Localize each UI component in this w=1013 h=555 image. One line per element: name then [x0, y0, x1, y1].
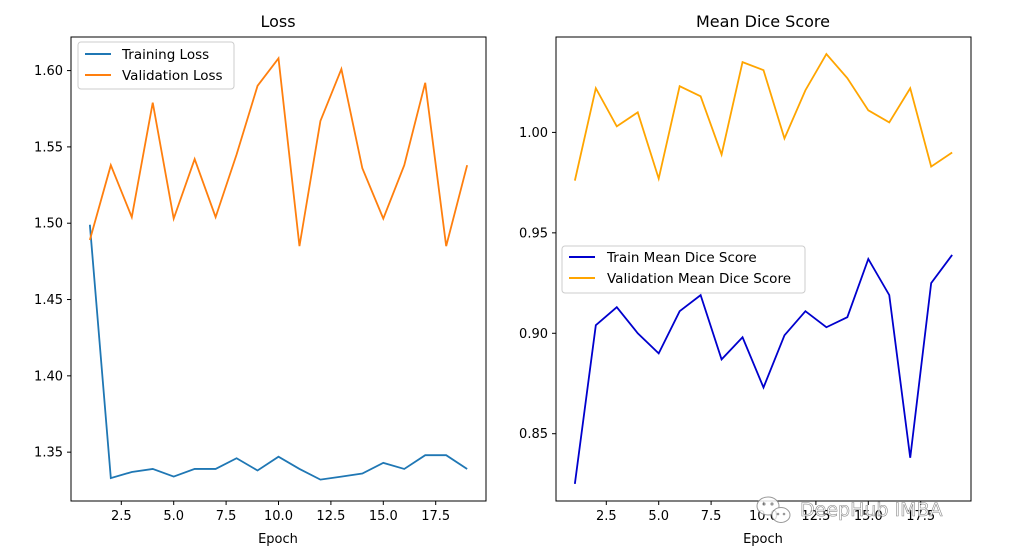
dice-x-tick-label: 17.5	[906, 509, 935, 524]
dice-chart-title: Mean Dice Score	[696, 12, 830, 31]
legend-label-validation-loss: Validation Loss	[122, 68, 223, 84]
loss-legend-box	[77, 41, 235, 90]
loss-y-tick-label: 1.50	[34, 217, 63, 232]
loss-y-tick-label: 1.35	[34, 446, 63, 461]
loss-x-tick-label: 15.0	[369, 509, 398, 524]
dice-chart: Mean Dice Score 2.5 5.0 7.5 10.0 12.5 15.0 17.…	[519, 12, 972, 547]
dice-x-tick-label: 7.5	[701, 509, 722, 524]
dice-x-tick-label: 12.5	[801, 509, 830, 524]
dice-x-tick-label: 15.0	[854, 509, 883, 524]
wechat-icon	[756, 496, 791, 523]
loss-y-tick-label: 1.55	[34, 140, 63, 155]
loss-legend: Training Loss Validation Loss	[77, 41, 235, 90]
dice-x-tick-label: 2.5	[596, 509, 617, 524]
dice-series-line-1	[573, 52, 953, 183]
dice-y-tick-label: 0.90	[519, 327, 548, 342]
loss-y-tick-label: 1.45	[34, 293, 63, 308]
loss-y-tick-label: 1.40	[34, 369, 63, 384]
loss-chart-title: Loss	[260, 12, 295, 31]
dice-y-ticks: 0.85 0.90 0.95 1.00	[519, 126, 556, 442]
loss-x-tick-label: 17.5	[421, 509, 450, 524]
dice-x-tick-label: 5.0	[648, 509, 669, 524]
dice-y-tick-label: 0.85	[519, 427, 548, 442]
loss-axes-frame	[70, 36, 487, 502]
loss-y-tick-label: 1.60	[34, 64, 63, 79]
dice-y-tick-label: 0.95	[519, 226, 548, 241]
loss-x-tick-label: 2.5	[111, 509, 132, 524]
loss-x-tick-label: 12.5	[316, 509, 345, 524]
dice-series-layer	[573, 52, 953, 485]
loss-x-tick-label: 10.0	[264, 509, 293, 524]
loss-x-axis-label: Epoch	[258, 532, 298, 547]
dice-legend-box	[561, 245, 806, 294]
loss-x-tick-label: 7.5	[216, 509, 237, 524]
dice-x-axis-label: Epoch	[743, 532, 783, 547]
loss-series-layer	[88, 56, 469, 481]
dice-legend: Train Mean Dice Score Validation Mean Di…	[561, 245, 806, 294]
dice-y-tick-label: 1.00	[519, 126, 548, 141]
watermark-text: DeepHub IMBA	[800, 499, 943, 521]
legend-label-training-loss: Training Loss	[121, 47, 209, 63]
loss-series-line-0	[88, 224, 468, 481]
loss-chart: Loss 2.5 5.0 7.5 10.0 12.5 15.0 17.5 1.351.401…	[34, 12, 487, 547]
legend-label-train-dice: Train Mean Dice Score	[606, 250, 757, 266]
loss-y-ticks: 1.35 1.40 1.45 1.50 1.55 1.60	[34, 64, 71, 461]
loss-x-ticks: 2.5 5.0 7.5 10.0 12.5 15.0 17.5	[111, 501, 450, 524]
watermark: DeepHub IMBA	[756, 496, 943, 523]
legend-label-validation-dice: Validation Mean Dice Score	[607, 271, 791, 287]
loss-x-tick-label: 5.0	[163, 509, 184, 524]
